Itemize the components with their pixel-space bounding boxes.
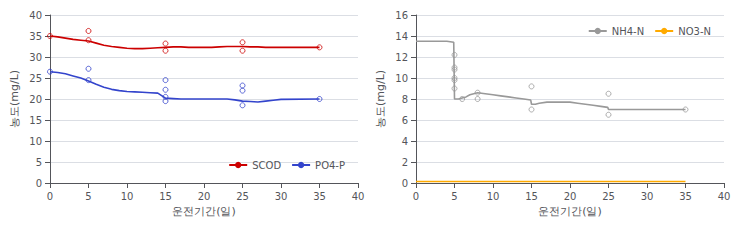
svg-text:SCOD: SCOD [252,160,281,171]
svg-text:2: 2 [402,157,408,168]
svg-text:5: 5 [451,191,457,202]
svg-text:40: 40 [718,191,731,202]
svg-text:14: 14 [395,31,408,42]
svg-text:35: 35 [679,191,692,202]
svg-text:NH4-N: NH4-N [612,26,644,37]
svg-text:30: 30 [275,191,288,202]
svg-text:20: 20 [198,191,211,202]
svg-text:35: 35 [29,31,42,42]
svg-text:5: 5 [85,191,91,202]
svg-text:30: 30 [641,191,654,202]
svg-text:12: 12 [395,52,408,63]
svg-text:10: 10 [487,191,500,202]
svg-text:농도(mg/L): 농도(mg/L) [8,70,21,128]
svg-text:25: 25 [29,73,42,84]
svg-text:운전기간(일): 운전기간(일) [172,205,236,218]
svg-text:0: 0 [413,191,419,202]
svg-text:20: 20 [29,94,42,105]
svg-text:10: 10 [395,73,408,84]
svg-text:8: 8 [402,94,408,105]
svg-text:6: 6 [402,115,408,126]
svg-text:40: 40 [352,191,365,202]
svg-text:16: 16 [395,10,408,21]
svg-text:25: 25 [602,191,615,202]
svg-text:20: 20 [564,191,577,202]
svg-text:10: 10 [121,191,134,202]
svg-text:운전기간(일): 운전기간(일) [538,205,602,218]
svg-text:15: 15 [29,115,42,126]
svg-text:35: 35 [313,191,326,202]
svg-text:25: 25 [236,191,249,202]
svg-text:15: 15 [159,191,172,202]
svg-text:0: 0 [47,191,53,202]
svg-text:0: 0 [402,178,408,189]
svg-text:농도(mg/L): 농도(mg/L) [374,70,387,128]
svg-text:10: 10 [29,136,42,147]
svg-text:NO3-N: NO3-N [678,26,711,37]
svg-text:0: 0 [36,178,42,189]
svg-text:PO4-P: PO4-P [315,160,345,171]
svg-text:4: 4 [402,136,408,147]
svg-text:40: 40 [29,10,42,21]
svg-text:30: 30 [29,52,42,63]
svg-text:15: 15 [525,191,538,202]
svg-text:5: 5 [36,157,42,168]
